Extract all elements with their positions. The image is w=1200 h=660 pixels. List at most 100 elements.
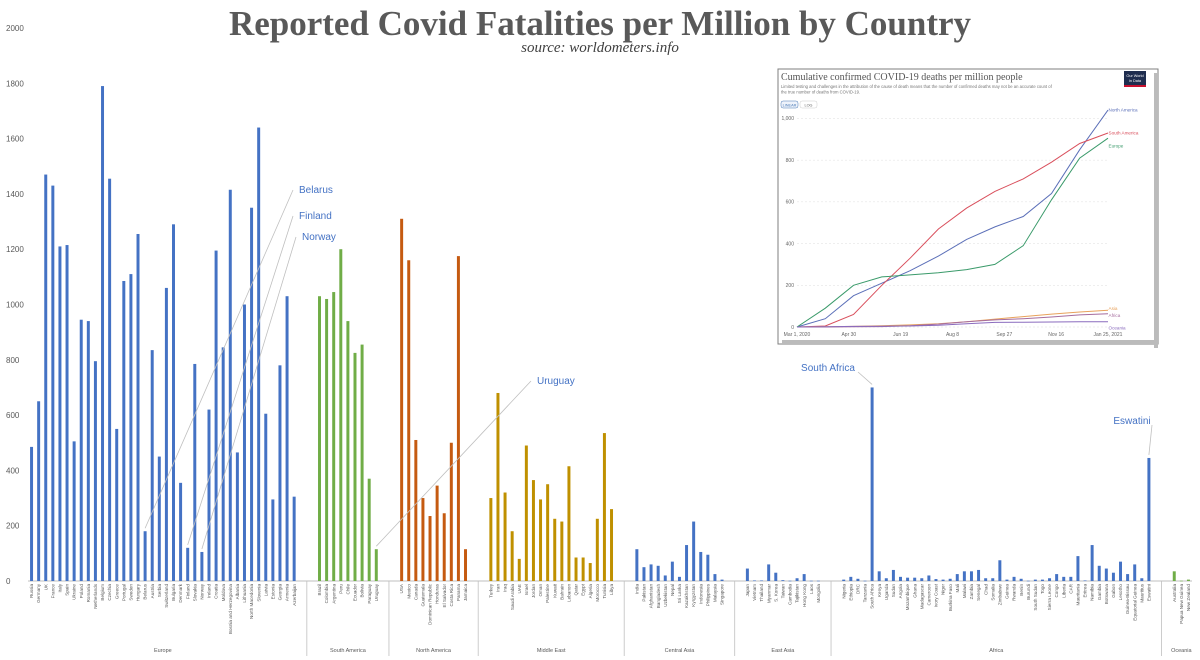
inset-y-tick: 0 — [791, 325, 794, 331]
bar-vietnam — [752, 580, 756, 582]
y-tick-label: 1200 — [6, 245, 24, 254]
bar-serbia — [157, 456, 161, 581]
x-tick-label: Libya — [609, 584, 614, 595]
inset-x-tick: Mar 1, 2020 — [784, 332, 811, 338]
x-tick-label: Germany — [36, 583, 41, 603]
series-label: Europe — [1109, 144, 1124, 149]
bar-spain — [65, 245, 69, 582]
x-tick-label: South Sudan — [1033, 584, 1038, 611]
callout-label: South Africa — [801, 363, 855, 374]
chart-subtitle: source: worldometers.info — [521, 40, 679, 56]
callout-line — [857, 371, 873, 385]
owid-logo-text: in Data — [1129, 79, 1142, 83]
series-line-south-america — [796, 132, 1109, 328]
region-label: Europe — [154, 648, 172, 654]
bar-bangladesh — [656, 565, 660, 581]
x-tick-label: Tanzania — [863, 584, 868, 603]
bar-indonesia — [699, 551, 703, 581]
x-tick-label: Estonia — [270, 584, 275, 600]
bar-uzbekistan — [663, 575, 667, 581]
x-tick-label: Peru — [338, 584, 343, 594]
bar-burkina-faso — [948, 578, 952, 581]
bar-drc — [856, 578, 860, 581]
bar-mozambique — [906, 577, 910, 581]
inset-y-tick: 600 — [786, 200, 795, 206]
callout-line — [375, 380, 532, 547]
x-tick-label: Kenya — [877, 584, 882, 597]
inset-x-tick: Jan 25, 2021 — [1094, 332, 1123, 338]
bar-armenia — [285, 296, 289, 581]
x-tick-label: Bulgaria — [171, 584, 176, 601]
bar-mali — [955, 574, 959, 581]
x-tick-label: Poland — [79, 584, 84, 599]
bar-sri-lanka — [677, 576, 681, 581]
owid-logo-text: Our World — [1126, 74, 1143, 78]
bar-slovenia — [257, 127, 261, 581]
bar-sudan — [891, 569, 895, 581]
bar-eritrea — [1083, 580, 1087, 582]
bar-belgium — [101, 86, 105, 581]
series-line-oceania — [796, 321, 1108, 328]
x-tick-label: Congo — [1054, 584, 1059, 598]
bar-madagascar — [920, 578, 924, 581]
bar-uruguay — [374, 549, 378, 581]
x-tick-label: Dominican Republic — [428, 583, 433, 625]
bar-guinea-bissau — [1126, 574, 1130, 581]
bar-south-sudan — [1033, 579, 1037, 581]
bar-zambia — [969, 571, 973, 581]
bar-niger — [941, 579, 945, 581]
bar-mauritius — [1140, 578, 1144, 581]
x-tick-label: Cameroon — [926, 584, 931, 606]
x-tick-label: Zimbabwe — [997, 584, 1002, 606]
x-tick-label: Panama — [456, 584, 461, 602]
y-tick-label: 1600 — [6, 135, 24, 144]
bar-malaysia — [713, 574, 717, 581]
inset-x-tick: Nov 16 — [1048, 332, 1064, 338]
x-tick-label: Argentina — [331, 584, 336, 604]
x-tick-label: Malawi — [962, 584, 967, 598]
x-tick-label: Togo — [1040, 584, 1045, 594]
bar-pakistan — [642, 567, 646, 581]
y-tick-label: 1800 — [6, 79, 24, 88]
bar-india — [635, 549, 639, 581]
bar-gambia — [1097, 565, 1101, 581]
x-tick-label: Pakistan — [642, 584, 647, 602]
bar-namibia — [1090, 545, 1094, 581]
bar-car — [1069, 576, 1073, 581]
region-label: Central Asia — [665, 648, 696, 654]
x-tick-label: Albania — [235, 584, 240, 600]
bar-philippines — [706, 554, 710, 581]
x-tick-label: Australia — [1172, 584, 1177, 602]
x-tick-label: Eswatini — [1147, 584, 1152, 601]
bar-egypt — [581, 557, 585, 581]
bar-tajikistan — [795, 578, 799, 581]
bar-thailand — [760, 580, 764, 582]
bar-rwanda — [1012, 576, 1016, 581]
inset-x-tick: Apr 30 — [841, 332, 856, 338]
x-tick-label: Benin — [1019, 584, 1024, 596]
bar-argentina — [332, 292, 336, 581]
x-tick-label: S. Korea — [773, 584, 778, 602]
bar-france — [51, 185, 55, 582]
x-tick-label: Tajikistan — [795, 584, 800, 603]
bar-el-salvador — [442, 513, 446, 581]
inset-shadow — [782, 340, 1158, 344]
x-tick-label: Ukraine — [72, 584, 77, 600]
bar-uae — [517, 558, 521, 581]
x-tick-label: Saudi Arabia — [510, 584, 515, 610]
x-tick-label: Philippines — [705, 583, 710, 606]
bar-germany — [37, 401, 41, 581]
bar-cameroon — [927, 575, 931, 581]
x-tick-label: Brazil — [317, 584, 322, 596]
bar-albania — [235, 452, 239, 581]
bar-jamaica — [464, 549, 468, 581]
bar-georgia — [278, 365, 282, 581]
x-tick-label: Uruguay — [374, 583, 379, 601]
bar-papua-new-guinea — [1179, 580, 1183, 582]
x-tick-label: Belgium — [100, 584, 105, 601]
bar-iraq — [503, 492, 507, 581]
callout-label: Eswatini — [1113, 416, 1150, 427]
bar-liberia — [1062, 576, 1066, 581]
bar-moldova — [221, 347, 225, 581]
bar-denmark — [179, 482, 183, 581]
